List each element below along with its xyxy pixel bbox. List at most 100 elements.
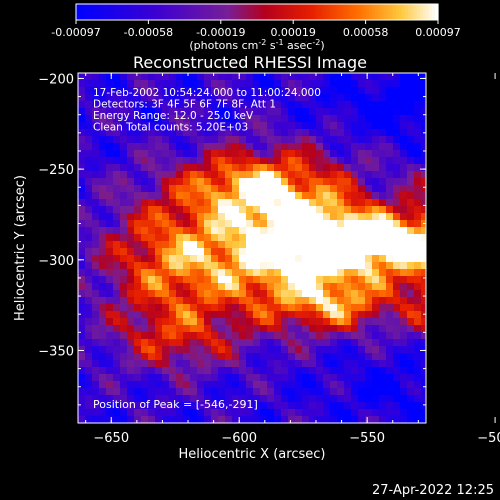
heatmap-cell	[260, 122, 268, 130]
heatmap-cell	[295, 122, 303, 130]
heatmap-cell	[155, 346, 163, 354]
heatmap-cell	[365, 108, 373, 116]
heatmap-cell	[302, 80, 310, 88]
heatmap-cell	[106, 101, 114, 109]
heatmap-cell	[204, 213, 212, 221]
heatmap-cell	[386, 262, 394, 270]
heatmap-cell	[288, 409, 296, 417]
heatmap-cell	[169, 409, 177, 417]
heatmap-cell	[204, 402, 212, 410]
heatmap-cell	[407, 227, 415, 235]
heatmap-cell	[302, 290, 310, 298]
heatmap-cell	[344, 353, 352, 361]
colorbar-segment	[142, 4, 146, 20]
heatmap-cell	[204, 269, 212, 277]
heatmap-cell	[92, 73, 100, 81]
heatmap-cell	[358, 374, 366, 382]
heatmap-cell	[337, 213, 345, 221]
heatmap-cell	[351, 101, 359, 109]
heatmap-cell	[120, 416, 128, 423]
heatmap-cell	[127, 122, 135, 130]
heatmap-cell	[78, 199, 86, 207]
heatmap-cell	[393, 311, 401, 319]
heatmap-cell	[379, 339, 387, 347]
colorbar-segment	[79, 4, 83, 20]
heatmap-cell	[407, 318, 415, 326]
heatmap-cell	[421, 325, 426, 333]
heatmap-cell	[197, 283, 205, 291]
heatmap-cell	[393, 101, 401, 109]
heatmap-cell	[225, 206, 233, 214]
heatmap-cell	[239, 388, 247, 396]
heatmap-cell	[344, 234, 352, 242]
heatmap-cell	[155, 332, 163, 340]
heatmap-cell	[176, 353, 184, 361]
heatmap-cell	[281, 108, 289, 116]
heatmap-cell	[358, 409, 366, 417]
heatmap-cell	[225, 192, 233, 200]
heatmap-cell	[99, 304, 107, 312]
heatmap-cell	[106, 80, 114, 88]
heatmap-cell	[113, 199, 121, 207]
heatmap-cell	[99, 374, 107, 382]
colorbar-segment	[356, 4, 361, 20]
heatmap-cell	[351, 283, 359, 291]
heatmap-cell	[246, 227, 254, 235]
heatmap-cell	[302, 283, 310, 291]
heatmap-cell	[260, 129, 268, 137]
heatmap-cell	[407, 143, 415, 151]
colorbar-segment	[371, 4, 376, 20]
heatmap-cell	[99, 87, 107, 95]
heatmap-cell	[246, 234, 254, 242]
heatmap-cell	[176, 220, 184, 228]
heatmap-cell	[120, 353, 128, 361]
heatmap-cell	[239, 283, 247, 291]
heatmap-cell	[148, 276, 156, 284]
heatmap-cell	[309, 318, 317, 326]
heatmap-cell	[190, 241, 198, 249]
heatmap-cell	[113, 185, 121, 193]
heatmap-cell	[246, 143, 254, 151]
heatmap-cell	[309, 178, 317, 186]
heatmap-cell	[204, 136, 212, 144]
heatmap-cell	[169, 108, 177, 116]
heatmap-cell	[211, 108, 219, 116]
heatmap-cell	[386, 192, 394, 200]
heatmap-cell	[106, 269, 114, 277]
heatmap-cell	[344, 178, 352, 186]
heatmap-cell	[134, 164, 142, 172]
heatmap-cell	[316, 157, 324, 165]
heatmap-cell	[267, 269, 275, 277]
heatmap-cell	[260, 402, 268, 410]
heatmap-cell	[253, 262, 261, 270]
heatmap-cell	[239, 101, 247, 109]
heatmap-cell	[302, 409, 310, 417]
heatmap-cell	[120, 164, 128, 172]
heatmap-cell	[400, 241, 408, 249]
heatmap-cell	[113, 129, 121, 137]
heatmap-cell	[414, 374, 422, 382]
heatmap-cell	[134, 269, 142, 277]
heatmap-cell	[176, 276, 184, 284]
heatmap-cell	[99, 248, 107, 256]
heatmap-cell	[239, 94, 247, 102]
heatmap-cell	[344, 192, 352, 200]
heatmap-cell	[365, 346, 373, 354]
heatmap-cell	[386, 150, 394, 158]
heatmap-cell	[400, 255, 408, 263]
heatmap-cell	[190, 304, 198, 312]
heatmap-cell	[239, 192, 247, 200]
heatmap-cell	[176, 213, 184, 221]
heatmap-cell	[337, 360, 345, 368]
heatmap-cell	[316, 227, 324, 235]
heatmap-cell	[260, 283, 268, 291]
heatmap-cell	[232, 395, 240, 403]
heatmap-cell	[344, 220, 352, 228]
heatmap-cell	[393, 129, 401, 137]
heatmap-cell	[106, 206, 114, 214]
heatmap-cell	[99, 122, 107, 130]
heatmap-cell	[323, 220, 331, 228]
heatmap-cell	[253, 199, 261, 207]
heatmap-cell	[253, 402, 261, 410]
heatmap-cell	[141, 150, 149, 158]
